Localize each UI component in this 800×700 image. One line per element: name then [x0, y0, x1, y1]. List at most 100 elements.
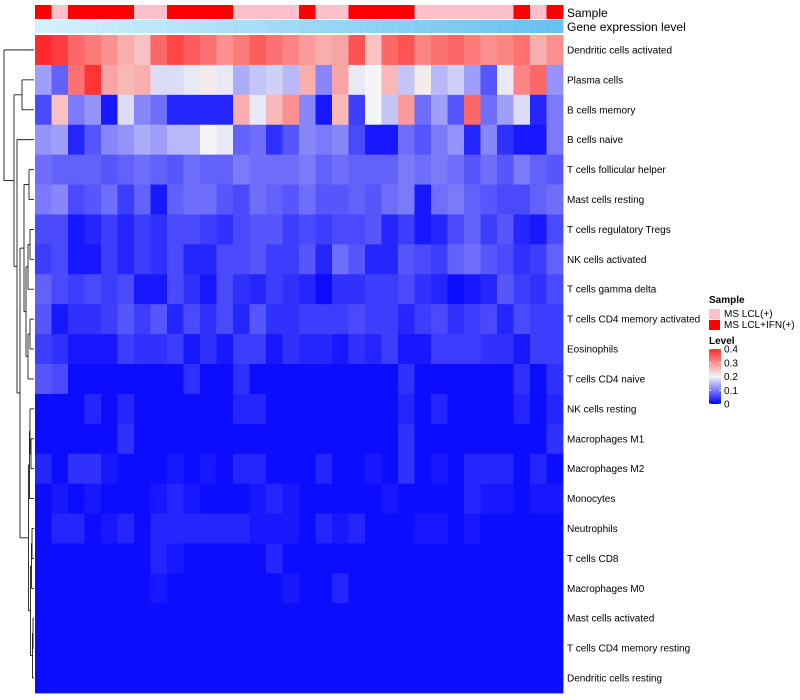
heatmap-cell: [398, 154, 415, 185]
sample-annotation-cell: [183, 5, 201, 19]
heatmap-cell: [282, 483, 300, 514]
heatmap-cell: [68, 154, 85, 185]
heatmap-cell: [84, 154, 102, 185]
heatmap-cell: [365, 214, 382, 245]
heatmap-cell: [51, 364, 69, 395]
heatmap-cell: [216, 274, 234, 305]
sample-legend-swatch: [709, 320, 720, 330]
heatmap-cell: [68, 334, 85, 365]
heatmap-cell: [51, 35, 69, 66]
heatmap-cell: [51, 244, 69, 275]
gene-expression-cell: [84, 20, 102, 33]
heatmap-cell: [117, 154, 135, 185]
heatmap-cell: [513, 334, 531, 365]
heatmap-cell: [299, 274, 316, 305]
heatmap-cell: [348, 154, 366, 185]
heatmap-cell: [299, 423, 316, 455]
heatmap-cell: [299, 244, 316, 275]
heatmap-cell: [365, 453, 382, 485]
heatmap-cell: [51, 94, 69, 126]
heatmap-cell: [546, 483, 564, 514]
heatmap-cell: [216, 453, 234, 485]
heatmap-cell: [546, 274, 564, 305]
heatmap-cell: [464, 543, 481, 574]
heatmap-cell: [414, 663, 432, 694]
heatmap-cell: [117, 274, 135, 305]
sample-annotation-cell: [398, 5, 415, 19]
heatmap-cell: [134, 124, 151, 156]
heatmap-cell: [447, 453, 465, 485]
heatmap-cell: [513, 214, 531, 245]
heatmap-cell: [315, 453, 333, 485]
heatmap-cell: [101, 274, 118, 305]
heatmap-cell: [497, 603, 514, 634]
row-dendrogram: [3, 49, 34, 679]
heatmap-cell: [480, 573, 498, 604]
heatmap-cell: [266, 543, 283, 574]
heatmap-cell: [249, 423, 267, 455]
heatmap-cell: [381, 184, 399, 215]
heatmap-cell: [84, 35, 102, 66]
gene-expression-cell: [513, 20, 531, 33]
heatmap-cell: [282, 573, 300, 604]
heatmap-cell: [68, 184, 85, 215]
heatmap-cell: [365, 274, 382, 305]
heatmap-cell: [530, 304, 547, 335]
sample-annotation-cell: [51, 5, 69, 19]
heatmap-cell: [546, 244, 564, 275]
heatmap-cell: [398, 633, 415, 664]
heatmap-cell: [315, 364, 333, 395]
heatmap-cell: [35, 274, 52, 305]
heatmap-cell: [398, 423, 415, 455]
heatmap-cell: [200, 214, 217, 245]
heatmap-cell: [414, 364, 432, 395]
heatmap-cell: [216, 64, 234, 96]
gene-expression-cell: [233, 20, 250, 33]
heatmap-cell: [200, 334, 217, 365]
heatmap-cell: [381, 64, 399, 96]
heatmap-cell: [497, 154, 514, 185]
heatmap-cell: [447, 244, 465, 275]
heatmap-cell: [365, 304, 382, 335]
heatmap-cell: [480, 393, 498, 425]
heatmap-cell: [381, 364, 399, 395]
heatmap-cell: [200, 483, 217, 514]
heatmap-cell: [266, 663, 283, 694]
heatmap-cell: [447, 573, 465, 604]
heatmap-cell: [365, 364, 382, 395]
heatmap-cell: [530, 453, 547, 485]
heatmap-cell: [183, 35, 201, 66]
heatmap-cell: [282, 214, 300, 245]
heatmap-cell: [35, 64, 52, 96]
heatmap-cell: [332, 423, 349, 455]
heatmap-cell: [447, 274, 465, 305]
heatmap-cell: [513, 124, 531, 156]
heatmap-cell: [183, 94, 201, 126]
heatmap-cell: [414, 633, 432, 664]
heatmap-cell: [431, 364, 448, 395]
heatmap-cell: [480, 334, 498, 365]
heatmap-cell: [167, 423, 184, 455]
heatmap-cell: [183, 364, 201, 395]
gene-expression-cell: [464, 20, 481, 33]
heatmap-cell: [480, 483, 498, 514]
heatmap-cells: [35, 35, 564, 694]
heatmap-cell: [546, 304, 564, 335]
heatmap-cell: [84, 573, 102, 604]
heatmap-cell: [513, 274, 531, 305]
heatmap-cell: [299, 453, 316, 485]
heatmap-cell: [117, 94, 135, 126]
row-label: T cells CD8: [567, 554, 619, 565]
gene-expression-cell: [68, 20, 85, 33]
legend: Sample MS LCL(+)MS LCL+IFN(+) Level 0.4 0…: [709, 295, 795, 411]
row-label: Macrophages M2: [567, 464, 645, 475]
heatmap-cell: [249, 184, 267, 215]
heatmap-cell: [332, 543, 349, 574]
heatmap-cell: [546, 94, 564, 126]
level-colorbar: [709, 349, 721, 404]
heatmap-cell: [282, 393, 300, 425]
heatmap-cell: [315, 513, 333, 544]
sample-annotation-cell: [513, 5, 531, 19]
heatmap-cell: [68, 483, 85, 514]
heatmap-cell: [68, 94, 85, 126]
